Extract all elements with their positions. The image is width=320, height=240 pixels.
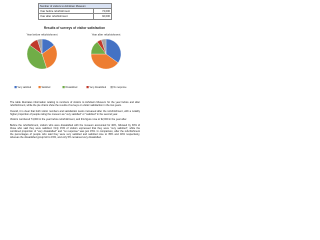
pie-slice: [101, 38, 107, 55]
table-cell: 92,000: [92, 13, 113, 20]
page: {"table": {"title": "Number of visitors …: [0, 0, 149, 198]
legend-swatch: [14, 86, 17, 89]
essay: The table illustrates information relati…: [10, 101, 140, 142]
legend-label: No response: [114, 86, 128, 89]
paragraph: Overall, it is clear that both visitor n…: [10, 109, 140, 116]
table-cell: Year after refurbishment: [38, 13, 94, 20]
legend-label: Very satisfied: [18, 86, 32, 89]
pie-slice: [37, 38, 43, 55]
paragraph: Before the refurbishment, visitors who w…: [10, 123, 140, 140]
pie-slice: [41, 44, 58, 69]
legend-swatch: [38, 86, 41, 89]
legend-label: Dissatisfied: [66, 86, 78, 89]
legend-label: Very dissatisfied: [90, 86, 107, 89]
chart-title: Results of surveys of visitor satisfacti…: [44, 26, 105, 30]
pie-slice: [105, 38, 122, 64]
legend-swatch: [110, 86, 113, 89]
paragraph: Visitors numbered 74,000 in the year bef…: [10, 118, 127, 122]
paragraph: The table illustrates information relati…: [10, 101, 140, 108]
pie-slice: [90, 53, 119, 70]
pie-label: Year after refurbishment: [92, 33, 121, 37]
visitor-table: Number of visitors to Ashdown Museum Yea…: [38, 2, 113, 20]
pie-slice: [26, 44, 47, 70]
chart: Results of surveys of visitor satisfacti…: [14, 26, 128, 89]
legend-label: Satisfied: [42, 86, 52, 89]
legend-swatch: [86, 86, 89, 89]
legend-swatch: [62, 86, 65, 89]
pie-label: Year before refurbishment: [27, 33, 58, 37]
